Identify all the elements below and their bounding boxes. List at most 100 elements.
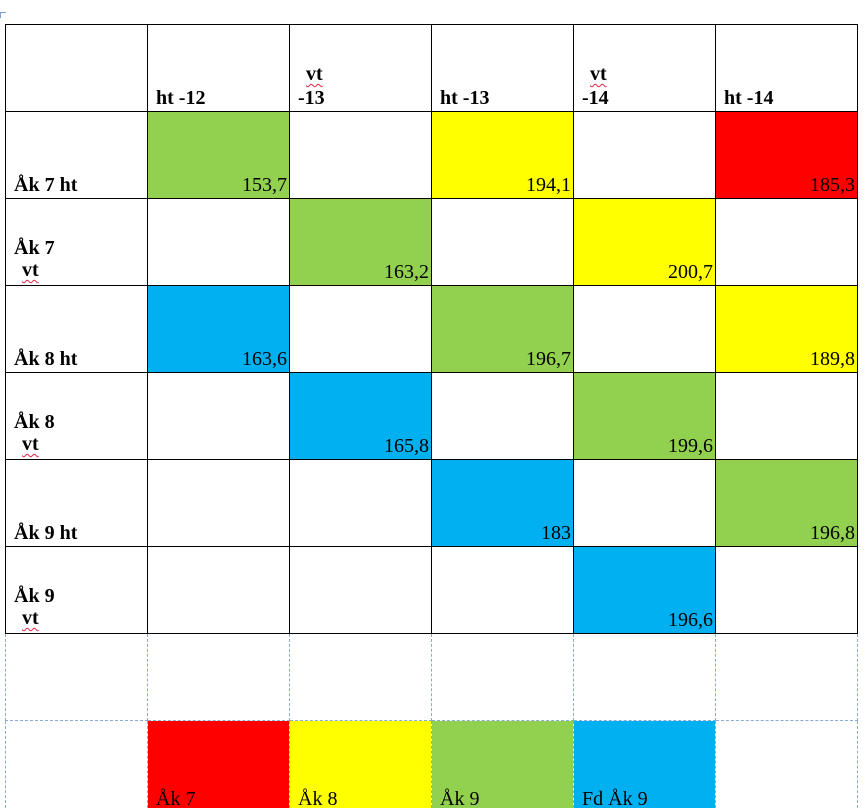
empty-cell — [431, 633, 574, 721]
value-cell — [573, 111, 716, 199]
empty-cell — [715, 633, 858, 721]
value-cell: 196,7 — [431, 285, 574, 373]
cell-value: 199,6 — [668, 435, 713, 457]
value-cell — [289, 459, 432, 547]
legend-label: Åk 7 — [156, 787, 196, 810]
row-label: Åk 7 vt — [6, 237, 147, 285]
value-cell: 183 — [431, 459, 574, 547]
header-row: ht -12 vt -13 ht -13 vt -14 ht -14 — [5, 24, 858, 112]
spellcheck-underline: vt — [22, 259, 39, 281]
value-cell — [289, 285, 432, 373]
value-cell: 163,6 — [147, 285, 290, 373]
row-label: Åk 9 vt — [6, 585, 147, 633]
value-cell — [715, 198, 858, 286]
legend-label: Åk 8 — [298, 787, 338, 810]
value-cell: 185,3 — [715, 111, 858, 199]
column-header-text: ht -14 — [724, 87, 774, 109]
row-label-cell: Åk 8 vt — [5, 372, 148, 460]
value-cell — [289, 111, 432, 199]
spellcheck-underline: vt — [22, 433, 39, 455]
value-cell: 163,2 — [289, 198, 432, 286]
spellcheck-underline: vt — [306, 63, 323, 85]
value-cell — [573, 285, 716, 373]
value-cell — [431, 198, 574, 286]
column-header-text: vt -13 — [290, 63, 431, 111]
value-cell — [147, 459, 290, 547]
empty-cell — [573, 633, 716, 721]
spellcheck-underline: vt — [22, 607, 39, 629]
row-label-cell: Åk 9 vt — [5, 546, 148, 634]
column-header-text: ht -13 — [440, 87, 490, 109]
value-cell — [431, 546, 574, 634]
table-row: Åk 9 ht 183 196,8 — [5, 459, 858, 547]
column-header: vt -14 — [573, 24, 716, 112]
cell-value: 196,6 — [668, 609, 713, 631]
value-cell: 189,8 — [715, 285, 858, 373]
row-label-cell: Åk 7 ht — [5, 111, 148, 199]
legend-spacer-cell — [5, 720, 148, 808]
value-cell: 153,7 — [147, 111, 290, 199]
empty-cell — [289, 633, 432, 721]
table-row: Åk 8 ht 163,6 196,7 189,8 — [5, 285, 858, 373]
value-cell: 199,6 — [573, 372, 716, 460]
cell-value: 189,8 — [810, 348, 855, 370]
column-header: vt -13 — [289, 24, 432, 112]
corner-cell — [5, 24, 148, 112]
column-header: ht -14 — [715, 24, 858, 112]
table-row: Åk 7 vt 163,2 200,7 — [5, 198, 858, 286]
value-cell: 196,8 — [715, 459, 858, 547]
legend-label: Åk 9 — [440, 787, 480, 810]
row-label-cell: Åk 9 ht — [5, 459, 148, 547]
legend-label: Fd Åk 9 — [582, 787, 648, 810]
row-label: Åk 8 vt — [6, 411, 147, 459]
row-label: Åk 7 ht — [14, 174, 78, 196]
cell-value: 163,2 — [384, 261, 429, 283]
row-label: Åk 9 ht — [14, 522, 78, 544]
legend-cell: Åk 7 — [147, 720, 290, 810]
value-cell — [147, 198, 290, 286]
grade-table: ht -12 vt -13 ht -13 vt -14 ht -14 Åk 7 … — [5, 24, 858, 810]
value-cell — [715, 372, 858, 460]
data-rows: Åk 7 ht 153,7 194,1 185,3 Åk 7 vt 163,2 200,7 Å… — [5, 111, 858, 634]
cell-value: 196,7 — [526, 348, 571, 370]
value-cell: 165,8 — [289, 372, 432, 460]
value-cell — [715, 546, 858, 634]
value-cell: 194,1 — [431, 111, 574, 199]
table-row: Åk 7 ht 153,7 194,1 185,3 — [5, 111, 858, 199]
column-header-text: vt -14 — [574, 63, 715, 111]
legend-row: Åk 7 Åk 8 Åk 9 Fd Åk 9 — [5, 720, 858, 810]
cell-value: 185,3 — [810, 174, 855, 196]
row-label-cell: Åk 8 ht — [5, 285, 148, 373]
cell-value: 183 — [541, 522, 571, 544]
value-cell — [289, 546, 432, 634]
empty-cell — [147, 633, 290, 721]
empty-row — [5, 633, 858, 721]
legend-cell: Åk 9 — [431, 720, 574, 810]
value-cell — [573, 459, 716, 547]
empty-cell — [5, 633, 148, 721]
value-cell — [147, 372, 290, 460]
legend-cell: Åk 8 — [289, 720, 432, 810]
value-cell — [431, 372, 574, 460]
table-row: Åk 9 vt 196,6 — [5, 546, 858, 634]
legend-cell: Fd Åk 9 — [573, 720, 716, 810]
column-header: ht -13 — [431, 24, 574, 112]
value-cell: 196,6 — [573, 546, 716, 634]
table-move-handle[interactable] — [0, 12, 6, 18]
legend-spacer-cell — [715, 720, 858, 808]
cell-value: 153,7 — [242, 174, 287, 196]
column-header: ht -12 — [147, 24, 290, 112]
column-header-text: ht -12 — [156, 87, 206, 109]
cell-value: 194,1 — [526, 174, 571, 196]
value-cell: 200,7 — [573, 198, 716, 286]
table-row: Åk 8 vt 165,8 199,6 — [5, 372, 858, 460]
row-label: Åk 8 ht — [14, 348, 78, 370]
cell-value: 200,7 — [668, 261, 713, 283]
cell-value: 165,8 — [384, 435, 429, 457]
cell-value: 196,8 — [810, 522, 855, 544]
spellcheck-underline: vt — [590, 63, 607, 85]
value-cell — [147, 546, 290, 634]
row-label-cell: Åk 7 vt — [5, 198, 148, 286]
cell-value: 163,6 — [242, 348, 287, 370]
